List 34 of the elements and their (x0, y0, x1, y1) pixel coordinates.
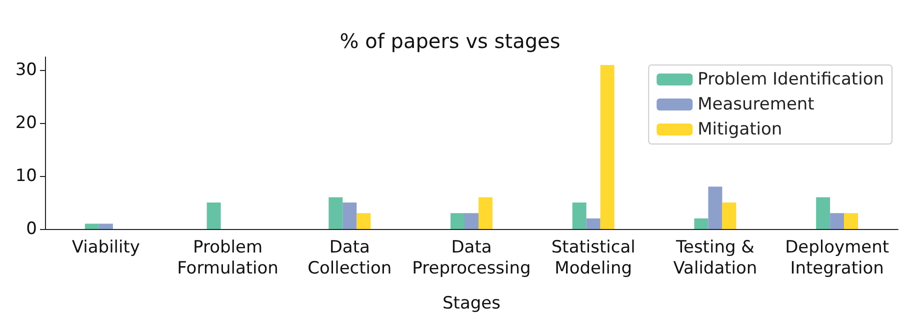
bar (816, 197, 830, 229)
x-axis-title: Stages (442, 294, 501, 314)
bar (206, 202, 221, 229)
bar (342, 202, 357, 229)
bar (694, 218, 708, 229)
y-tick-label: 30 (15, 60, 37, 80)
bar (586, 218, 600, 229)
y-tick-label: 10 (15, 166, 37, 186)
x-tick-label: Testing & Validation (673, 238, 758, 278)
bar (464, 213, 478, 229)
legend-label: Mitigation (698, 120, 782, 140)
x-tick-label: Problem Formulation (177, 238, 278, 278)
x-tick-label: Statistical Modeling (551, 238, 636, 278)
bar (600, 64, 614, 229)
chart-title: % of papers vs stages (340, 29, 560, 53)
bar (356, 213, 371, 229)
bar (572, 202, 586, 229)
x-tick-label: Deployment Integration (785, 238, 890, 278)
bar (84, 224, 99, 229)
bar (478, 197, 492, 229)
y-tick-label: 20 (15, 113, 37, 134)
bar (722, 202, 736, 229)
bar (450, 213, 464, 229)
y-tick-label: 0 (26, 219, 37, 239)
bar (98, 224, 113, 229)
bar (708, 186, 722, 229)
bar (830, 213, 844, 229)
bar (328, 197, 343, 229)
legend-label: Problem Identification (698, 70, 884, 90)
x-tick-label: Data Preprocessing (412, 238, 531, 278)
x-tick-label: Data Collection (308, 238, 392, 278)
legend-label: Measurement (698, 94, 815, 114)
bar (844, 213, 858, 229)
x-tick-label: Viability (72, 238, 140, 258)
